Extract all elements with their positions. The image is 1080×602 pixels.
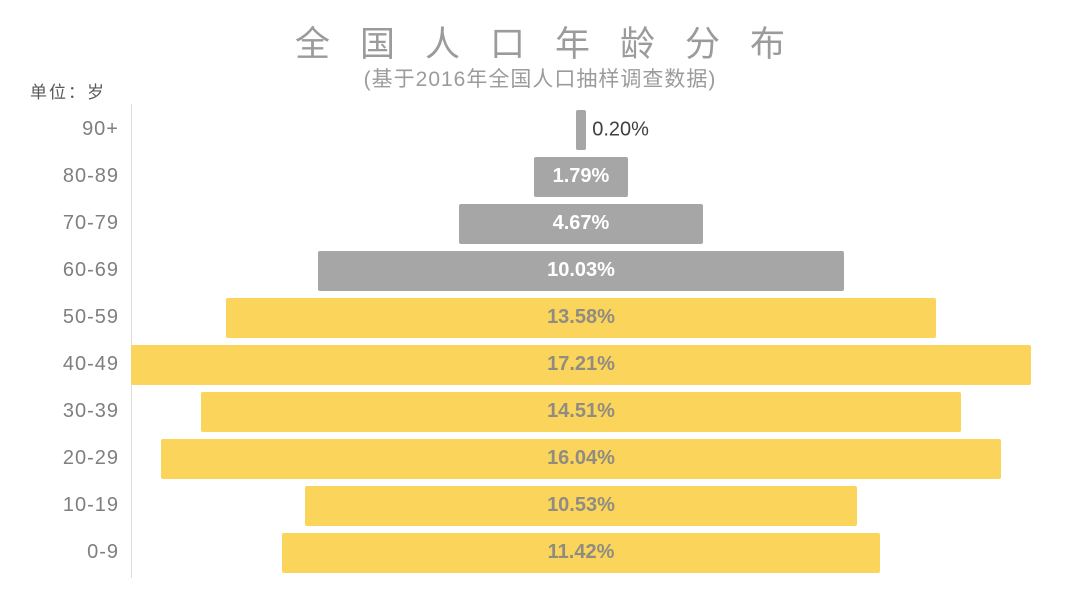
chart-row: 50-59 13.58% — [0, 294, 1080, 341]
population-bar: 11.42% — [282, 532, 880, 573]
age-group-label: 40-49 — [62, 353, 119, 375]
chart-row: 40-49 17.21% — [0, 341, 1080, 388]
chart-row: 20-29 16.04% — [0, 435, 1080, 482]
bar-value-label: 10.03% — [547, 259, 615, 281]
bar-area: 10.53% — [131, 482, 1031, 529]
chart-row: 90+ 0.20% — [0, 106, 1080, 153]
bar-area: 16.04% — [131, 435, 1031, 482]
unit-label: 单位：岁 — [30, 83, 106, 102]
bar-area: 0.20% — [131, 106, 1031, 153]
population-bar: 4.67% — [458, 203, 704, 244]
bar-value-label: 16.04% — [547, 447, 615, 469]
bar-value-label: 4.67% — [552, 212, 610, 234]
age-group-label: 0-9 — [87, 541, 119, 563]
bar-area: 17.21% — [131, 341, 1031, 388]
population-bar: 10.53% — [305, 485, 857, 526]
bar-value-label: 14.51% — [547, 400, 615, 422]
age-group-label: 70-79 — [62, 212, 119, 234]
bar-value-label: 13.58% — [547, 306, 615, 328]
bar-area: 13.58% — [131, 294, 1031, 341]
bar-area: 1.79% — [131, 153, 1031, 200]
population-bar: 1.79% — [534, 156, 628, 197]
chart-row: 70-79 4.67% — [0, 200, 1080, 247]
population-bar: 10.03% — [318, 250, 844, 291]
bar-area: 11.42% — [131, 529, 1031, 576]
chart-row: 0-9 11.42% — [0, 529, 1080, 576]
chart-subtitle: (基于2016年全国人口抽样调查数据) — [363, 68, 717, 91]
chart-row: 80-89 1.79% — [0, 153, 1080, 200]
chart-row: 10-19 10.53% — [0, 482, 1080, 529]
chart-title: 全国人口年龄分布 — [294, 25, 815, 64]
bar-area: 14.51% — [131, 388, 1031, 435]
bar-area: 10.03% — [131, 247, 1031, 294]
chart-row: 30-39 14.51% — [0, 388, 1080, 435]
bar-value-label: 11.42% — [547, 541, 615, 563]
population-bar: 14.51% — [201, 391, 961, 432]
population-bar: 13.58% — [225, 297, 937, 338]
population-bar — [575, 109, 587, 150]
bar-value-label: 10.53% — [547, 494, 615, 516]
age-group-label: 20-29 — [62, 447, 119, 469]
bar-value-label: 1.79% — [552, 165, 610, 187]
age-group-label: 80-89 — [62, 165, 119, 187]
population-bar: 16.04% — [161, 438, 1001, 479]
age-group-label: 50-59 — [62, 306, 119, 328]
age-group-label: 90+ — [82, 118, 119, 140]
bar-value-label: 0.20% — [592, 118, 649, 140]
chart-row: 60-69 10.03% — [0, 247, 1080, 294]
age-group-label: 60-69 — [62, 259, 119, 281]
bar-area: 4.67% — [131, 200, 1031, 247]
y-axis-line — [131, 104, 132, 578]
bar-rows: 90+ 0.20% 80-89 1.79% 70-79 4.67% 60-69 10.03% 5… — [0, 106, 1080, 576]
age-group-label: 30-39 — [62, 400, 119, 422]
age-group-label: 10-19 — [62, 494, 119, 516]
population-bar: 17.21% — [131, 344, 1031, 385]
bar-value-label: 17.21% — [547, 353, 615, 375]
